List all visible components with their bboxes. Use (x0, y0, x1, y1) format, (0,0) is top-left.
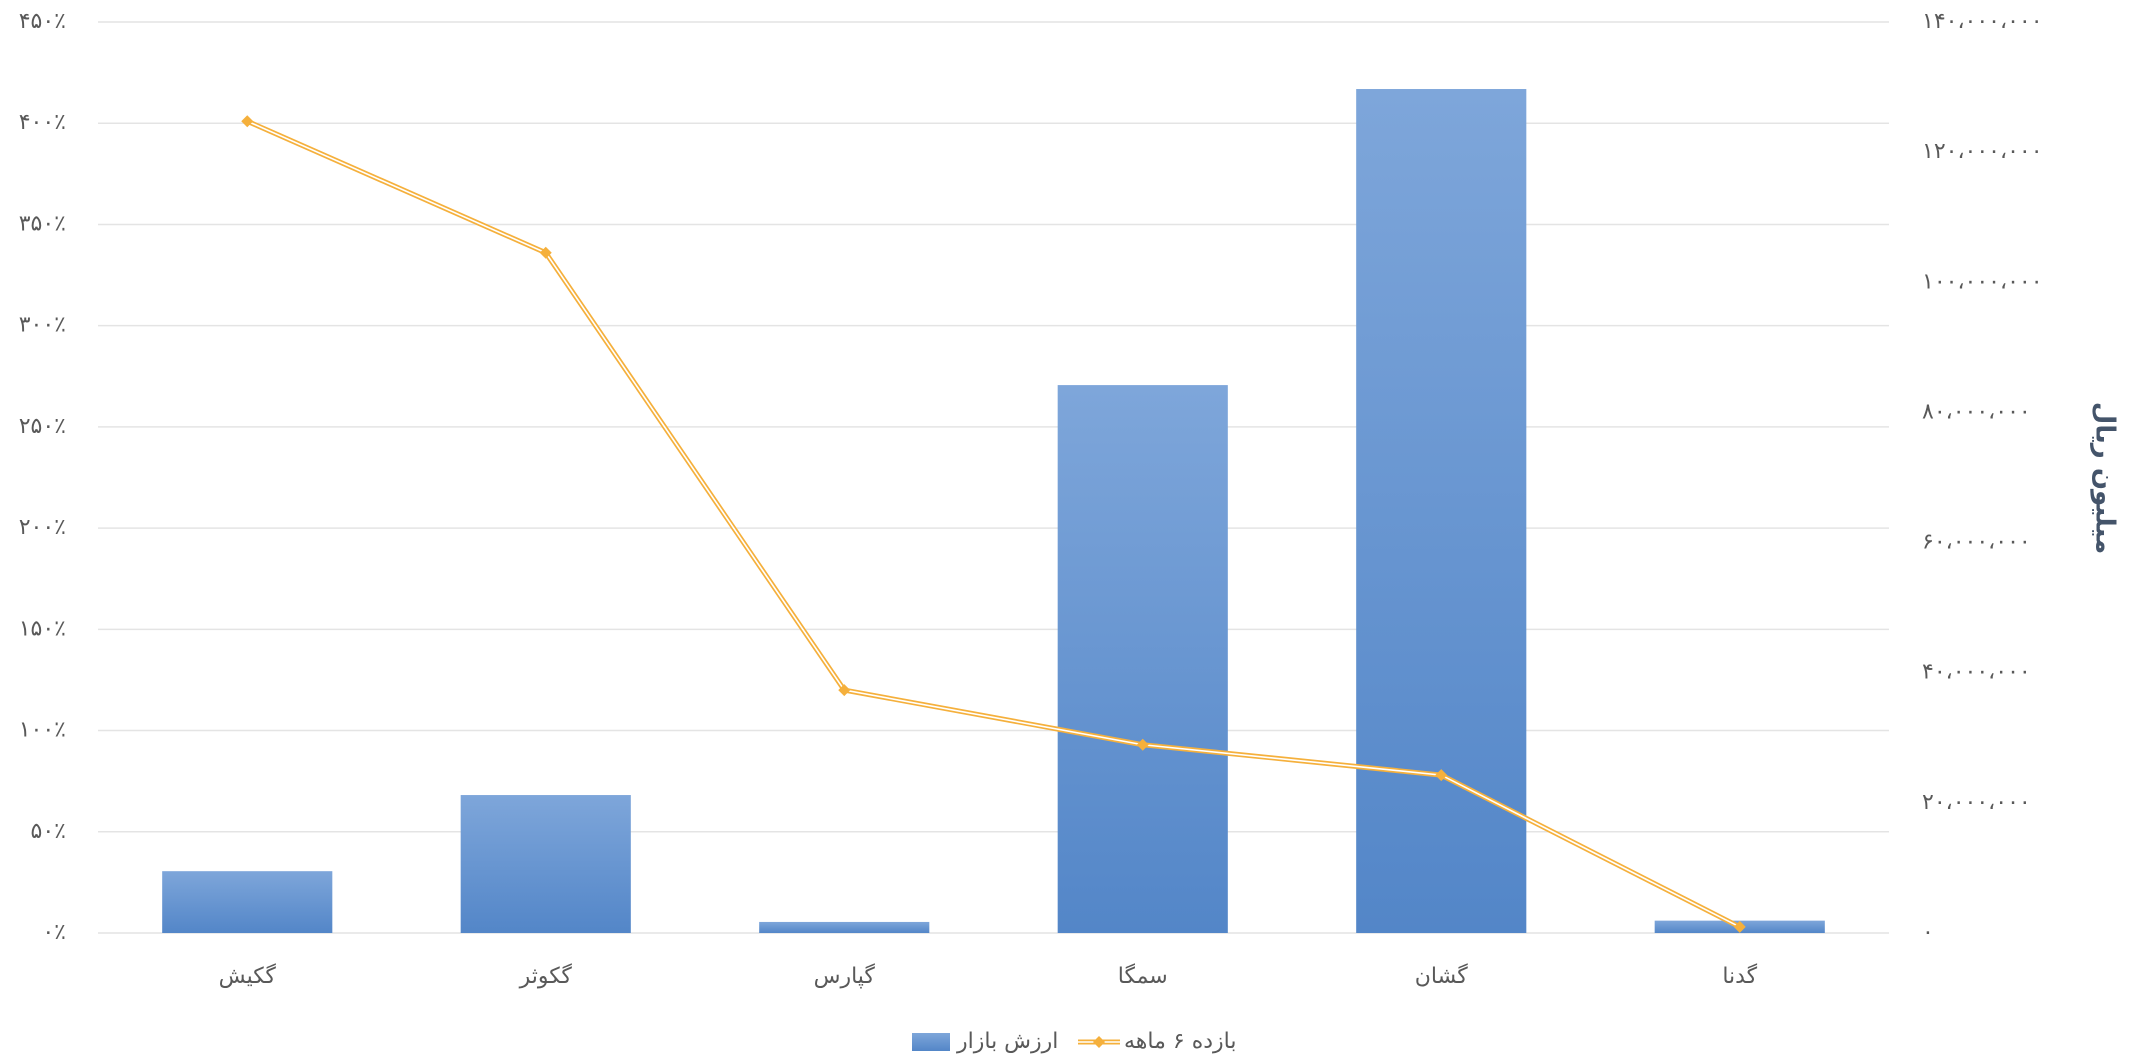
line-marker (838, 684, 851, 697)
y-tick-label: ۲۵۰٪ (19, 414, 66, 439)
y2-tick-label: ۰ (1922, 920, 1934, 945)
x-tick-label: گدنا (1722, 963, 1757, 989)
y-tick-label: ۰٪ (42, 920, 66, 945)
y2-tick-label: ۴۰،۰۰۰،۰۰۰ (1922, 660, 2031, 685)
x-tick-label: گشان (1415, 963, 1468, 989)
legend-label: بازده ۶ ماهه (1124, 1029, 1237, 1054)
legend-label: ارزش بازار (956, 1029, 1058, 1054)
y2-tick-label: ۶۰،۰۰۰،۰۰۰ (1922, 530, 2031, 555)
y2-tick-label: ۱۲۰،۰۰۰،۰۰۰ (1922, 139, 2043, 164)
bar (162, 871, 333, 933)
bar (759, 921, 930, 933)
x-tick-label: سمگا (1118, 963, 1168, 989)
y-tick-label: ۱۰۰٪ (19, 718, 66, 743)
legend-swatch (1093, 1036, 1105, 1048)
legend-swatch (912, 1033, 950, 1051)
y-tick-label: ۴۰۰٪ (19, 110, 66, 135)
y-tick-label: ۳۵۰٪ (19, 211, 66, 236)
y2-tick-label: ۸۰،۰۰۰،۰۰۰ (1922, 399, 2031, 424)
bar (1356, 89, 1527, 934)
y-tick-label: ۲۰۰٪ (19, 515, 66, 540)
bar (460, 795, 631, 933)
y-tick-label: ۱۵۰٪ (19, 616, 66, 641)
y-tick-label: ۵۰٪ (31, 819, 66, 844)
line-marker (1435, 769, 1448, 782)
y2-tick-label: ۲۰،۰۰۰،۰۰۰ (1922, 790, 2031, 815)
x-tick-label: گکوثر (519, 963, 573, 989)
x-tick-label: گپارس (814, 963, 876, 989)
line-marker (539, 246, 552, 259)
y-tick-label: ۳۰۰٪ (19, 313, 66, 338)
x-tick-label: گکیش (219, 963, 277, 989)
y2-tick-label: ۱۰۰،۰۰۰،۰۰۰ (1922, 269, 2043, 294)
line-marker (1136, 738, 1149, 751)
line-marker (241, 115, 254, 128)
bar (1057, 385, 1228, 933)
line-highlight (246, 120, 1741, 928)
y-tick-label: ۴۵۰٪ (19, 9, 66, 34)
line-marker (1733, 920, 1746, 933)
y2-axis-label: میلیون ریال (2090, 402, 2120, 555)
y2-tick-label: ۱۴۰،۰۰۰،۰۰۰ (1922, 9, 2043, 34)
